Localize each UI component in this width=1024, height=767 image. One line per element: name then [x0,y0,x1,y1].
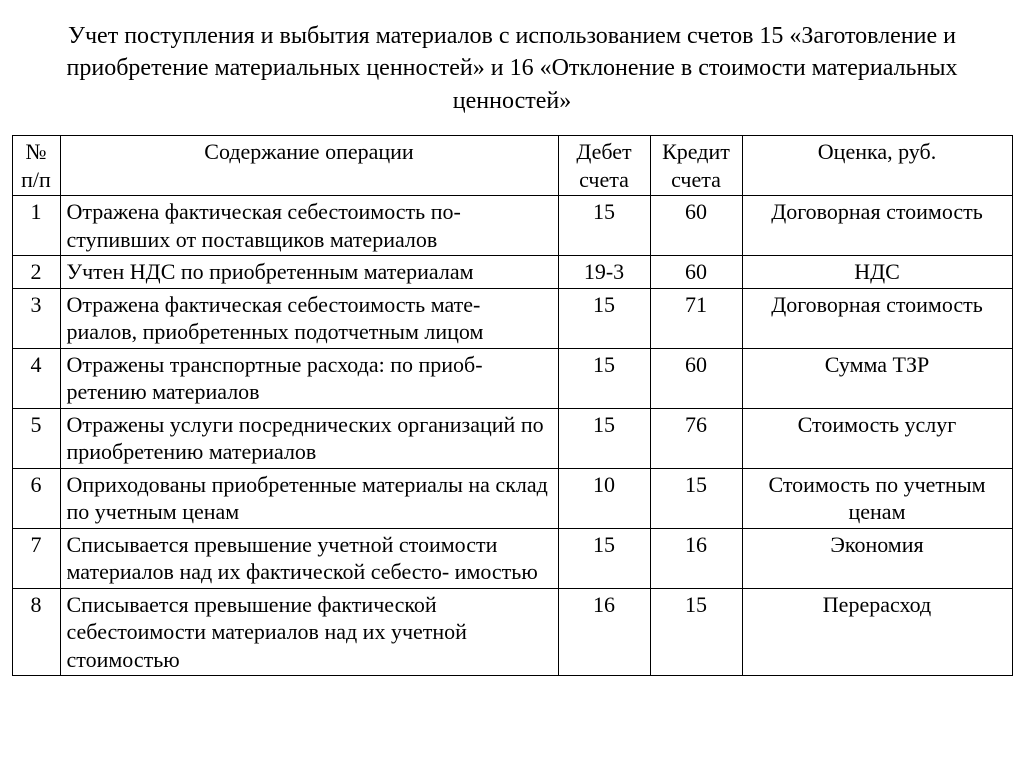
cell-debit: 15 [558,288,650,348]
col-header-num: № п/п [12,136,60,196]
col-header-credit: Кредит счета [650,136,742,196]
table-row: 8 Списывается превышение фактической себ… [12,588,1012,676]
cell-credit: 71 [650,288,742,348]
cell-value: Сумма ТЗР [742,348,1012,408]
cell-value: Договорная стоимость [742,196,1012,256]
cell-credit: 76 [650,408,742,468]
cell-debit: 15 [558,196,650,256]
cell-value: Стоимость услуг [742,408,1012,468]
cell-credit: 60 [650,256,742,289]
col-header-op: Содержание операции [60,136,558,196]
table-row: 2 Учтен НДС по приобретенным материалам … [12,256,1012,289]
cell-debit: 10 [558,468,650,528]
cell-num: 8 [12,588,60,676]
cell-num: 1 [12,196,60,256]
cell-value: Стоимость по учетным ценам [742,468,1012,528]
cell-credit: 15 [650,468,742,528]
cell-num: 5 [12,408,60,468]
cell-credit: 15 [650,588,742,676]
page-title: Учет поступления и выбытия материалов с … [22,20,1002,117]
table-body: 1 Отражена фактическая себестоимость по-… [12,196,1012,676]
cell-num: 6 [12,468,60,528]
table-row: 7 Списывается превышение учетной стоимос… [12,528,1012,588]
cell-credit: 16 [650,528,742,588]
cell-credit: 60 [650,196,742,256]
cell-op: Отражены услуги посреднических организац… [60,408,558,468]
cell-debit: 15 [558,348,650,408]
table-row: 5 Отражены услуги посреднических организ… [12,408,1012,468]
cell-num: 4 [12,348,60,408]
cell-value: Перерасход [742,588,1012,676]
cell-op: Списывается превышение учетной стоимости… [60,528,558,588]
table-header-row: № п/п Содержание операции Дебет счета Кр… [12,136,1012,196]
table-row: 6 Оприходованы приобретенные материалы н… [12,468,1012,528]
cell-op: Списывается превышение фактической себес… [60,588,558,676]
table-row: 1 Отражена фактическая себестоимость по-… [12,196,1012,256]
table-row: 3 Отражена фактическая себестоимость мат… [12,288,1012,348]
cell-op: Оприходованы приобретенные материалы на … [60,468,558,528]
cell-value: НДС [742,256,1012,289]
cell-op: Отражены транспортные расхода: по приоб-… [60,348,558,408]
cell-num: 3 [12,288,60,348]
cell-debit: 15 [558,408,650,468]
cell-op: Отражена фактическая себестоимость по- с… [60,196,558,256]
cell-op: Учтен НДС по приобретенным материалам [60,256,558,289]
col-header-debit: Дебет счета [558,136,650,196]
col-header-value: Оценка, руб. [742,136,1012,196]
cell-debit: 19-3 [558,256,650,289]
cell-op: Отражена фактическая себестоимость мате-… [60,288,558,348]
cell-num: 7 [12,528,60,588]
cell-value: Экономия [742,528,1012,588]
cell-credit: 60 [650,348,742,408]
cell-value: Договорная стоимость [742,288,1012,348]
table-row: 4 Отражены транспортные расхода: по прио… [12,348,1012,408]
cell-debit: 16 [558,588,650,676]
accounting-table: № п/п Содержание операции Дебет счета Кр… [12,135,1013,676]
cell-debit: 15 [558,528,650,588]
cell-num: 2 [12,256,60,289]
